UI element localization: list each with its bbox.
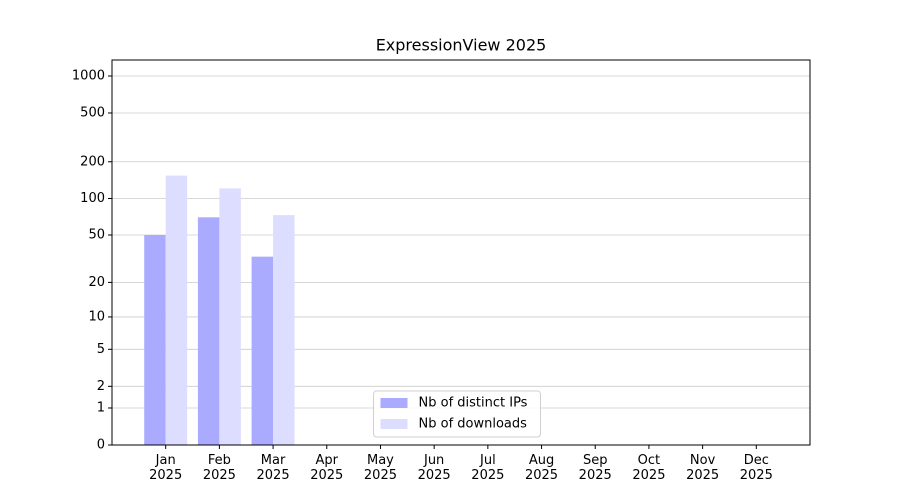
legend-swatch: [380, 398, 408, 408]
x-tick-label-box: Feb 2025: [202, 453, 236, 483]
x-tick-label-box: Sep 2025: [578, 453, 612, 483]
x-tick-label: Feb 2025: [202, 453, 236, 483]
x-tick-label-box: Aug 2025: [524, 453, 559, 483]
x-tick-label: May 2025: [363, 453, 397, 483]
legend-swatch: [380, 419, 408, 429]
x-tick-label: Dec 2025: [739, 453, 773, 483]
chart-title: ExpressionView 2025: [376, 36, 547, 55]
plot-frame: [111, 59, 811, 446]
x-tick-label: Sep 2025: [578, 453, 612, 483]
y-tick-label: 1000: [72, 69, 105, 84]
x-tick-label: Jun 2025: [417, 453, 451, 483]
bar: [197, 217, 220, 445]
y-tick-label: 0: [97, 438, 105, 453]
bar: [219, 188, 241, 445]
y-tick-label: 200: [80, 154, 105, 169]
x-tick-label: Oct 2025: [632, 453, 666, 483]
bar: [165, 175, 188, 445]
bar: [273, 215, 295, 445]
x-tick-label-box: Mar 2025: [256, 453, 290, 483]
x-tick-label-box: Oct 2025: [632, 453, 666, 483]
x-tick-label-box: Apr 2025: [310, 453, 344, 483]
x-tick-label: Jul 2025: [471, 453, 505, 483]
x-tick-label: Jan 2025: [149, 453, 183, 483]
legend-label: Nb of downloads: [419, 417, 528, 432]
y-tick-label: 10: [88, 309, 105, 324]
x-tick-label: Nov 2025: [686, 453, 720, 483]
y-tick-label: 500: [80, 105, 105, 120]
x-tick-label-box: Jul 2025: [471, 453, 505, 483]
x-tick-label-box: Dec 2025: [739, 453, 773, 483]
x-tick-label-box: Jan 2025: [149, 453, 183, 483]
y-tick-label: 100: [80, 191, 105, 206]
y-tick-label: 20: [88, 275, 105, 290]
legend-label: Nb of distinct IPs: [419, 396, 528, 411]
y-tick-label: 5: [97, 342, 105, 357]
x-tick-label: Aug 2025: [524, 453, 559, 483]
bar: [251, 256, 274, 445]
y-tick-label: 2: [97, 379, 105, 394]
legend-box: [373, 390, 541, 438]
y-tick-label: 50: [88, 228, 105, 243]
bar: [144, 235, 166, 445]
x-tick-label: Apr 2025: [310, 453, 344, 483]
x-tick-label-box: May 2025: [363, 453, 397, 483]
x-tick-label-box: Nov 2025: [686, 453, 720, 483]
x-tick-label: Mar 2025: [256, 453, 290, 483]
x-tick-label-box: Jun 2025: [417, 453, 451, 483]
y-tick-label: 1: [97, 400, 105, 415]
